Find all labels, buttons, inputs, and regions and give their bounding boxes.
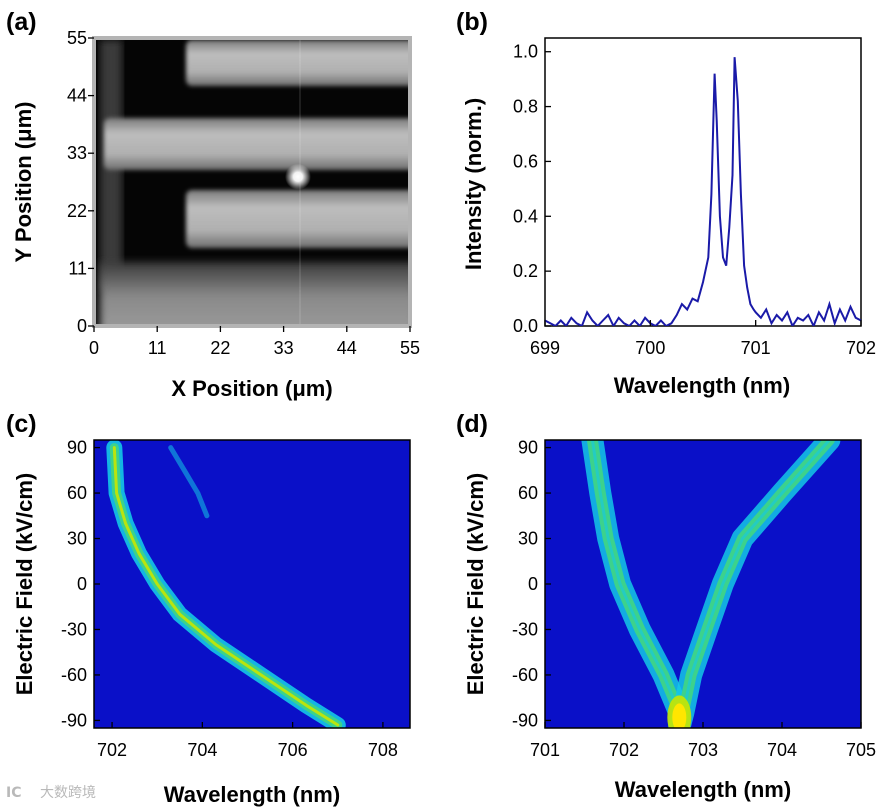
- bright-spot: [284, 163, 311, 190]
- xtick-label-b: 700: [635, 338, 665, 358]
- ytick-label-c: -60: [61, 665, 87, 685]
- ytick-label-b: 0.6: [513, 151, 538, 171]
- ytick-label-c: 30: [67, 529, 87, 549]
- xlabel-d: Wavelength (nm): [615, 777, 791, 802]
- watermark: IC 大数跨境: [6, 785, 96, 801]
- xtick-label-c: 704: [187, 740, 217, 760]
- image-frame: [92, 36, 412, 328]
- panel-label-c: (c): [6, 410, 37, 438]
- panel-a: 0 11 22 33 44 55 0 11 22 33 44 55 (a) X Position (μ…: [6, 8, 420, 401]
- spectrum-line: [545, 57, 861, 326]
- ytick-label-b: 0.4: [513, 206, 538, 226]
- ytick-label-d: -30: [512, 619, 538, 639]
- axis-ticks-b: 699 700 701 702 0.0 0.2 0.4 0.6 0.8 1.0: [513, 42, 876, 358]
- ytick-label-d: 90: [518, 438, 538, 458]
- watermark-text: 大数跨境: [40, 785, 96, 801]
- panel-d: 701 702 703 704 705 -90 -60 -30 0 30 60 90 (d) Wave…: [456, 410, 876, 802]
- ytick-label-d: -90: [512, 710, 538, 730]
- ytick-label-d: 60: [518, 483, 538, 503]
- panel-c: 702 704 706 708 -90 -60 -30 0 30 60 90 (c) Wavelen…: [6, 410, 411, 807]
- ylabel-d: Electric Field (kV/cm): [463, 473, 488, 696]
- ytick-label-a: 0: [77, 316, 87, 336]
- microscope-image: [94, 38, 410, 326]
- xtick-label-d: 702: [609, 740, 639, 760]
- xtick-label-d: 701: [530, 740, 560, 760]
- ytick-label-a: 33: [67, 143, 87, 163]
- ridge-ridge-weak-layer-0: [168, 445, 210, 519]
- ytick-label-a: 22: [67, 201, 87, 221]
- xtick-label-b: 699: [530, 338, 560, 358]
- axis-ticks-c: 702 704 706 708 -90 -60 -30 0 30 60 90: [61, 438, 398, 760]
- xtick-label-a: 11: [148, 338, 167, 358]
- ytick-label-c: 90: [67, 438, 87, 458]
- ytick-label-a: 44: [67, 86, 87, 106]
- xtick-label-c: 702: [97, 740, 127, 760]
- ridges-d: [581, 440, 841, 728]
- ytick-label-b: 0.8: [513, 97, 538, 117]
- panel-label-d: (d): [456, 410, 488, 438]
- xtick-label-a: 22: [210, 338, 230, 358]
- ridge-ridge-main-layer-2: [112, 446, 340, 727]
- xlabel-c: Wavelength (nm): [164, 782, 340, 807]
- ytick-label-b: 0.0: [513, 316, 538, 336]
- ylabel-a: Y Position (μm): [11, 102, 36, 263]
- ytick-label-c: 0: [77, 574, 87, 594]
- ytick-label-b: 0.2: [513, 261, 538, 281]
- axis-ticks-a: 0 11 22 33 44 55 0 11 22 33 44 55: [67, 28, 420, 358]
- xtick-label-c: 706: [278, 740, 308, 760]
- ytick-label-c: -30: [61, 619, 87, 639]
- map-background-c: [94, 440, 410, 728]
- hot-spot-core: [672, 703, 687, 728]
- xtick-label-a: 44: [337, 338, 357, 358]
- ylabel-c: Electric Field (kV/cm): [12, 473, 37, 696]
- xtick-label-d: 704: [767, 740, 797, 760]
- ytick-label-a: 11: [68, 258, 87, 278]
- xlabel-b: Wavelength (nm): [614, 373, 790, 398]
- ytick-label-a: 55: [67, 28, 87, 48]
- xlabel-a: X Position (μm): [171, 376, 332, 401]
- xtick-label-c: 708: [368, 740, 398, 760]
- ytick-label-c: 60: [67, 483, 87, 503]
- panel-label-a: (a): [6, 8, 37, 36]
- xtick-label-a: 55: [400, 338, 420, 358]
- ytick-label-c: -90: [61, 710, 87, 730]
- panel-b: 699 700 701 702 0.0 0.2 0.4 0.6 0.8 1.0 (b) Wavel…: [456, 8, 876, 398]
- watermark-logo: IC: [6, 785, 21, 801]
- ylabel-b: Intensity (norm.): [461, 98, 486, 270]
- axis-ticks-d: 701 702 703 704 705 -90 -60 -30 0 30 60 90: [512, 438, 876, 760]
- xtick-label-d: 703: [688, 740, 718, 760]
- xtick-label-d: 705: [846, 740, 876, 760]
- xtick-label-b: 701: [741, 338, 771, 358]
- xtick-label-a: 0: [89, 338, 99, 358]
- panel-label-b: (b): [456, 8, 488, 36]
- xtick-label-a: 33: [274, 338, 294, 358]
- ytick-label-d: -60: [512, 665, 538, 685]
- ridges-c: [106, 440, 346, 728]
- ytick-label-d: 0: [528, 574, 538, 594]
- ytick-label-b: 1.0: [513, 42, 538, 62]
- ytick-label-d: 30: [518, 529, 538, 549]
- xtick-label-b: 702: [846, 338, 876, 358]
